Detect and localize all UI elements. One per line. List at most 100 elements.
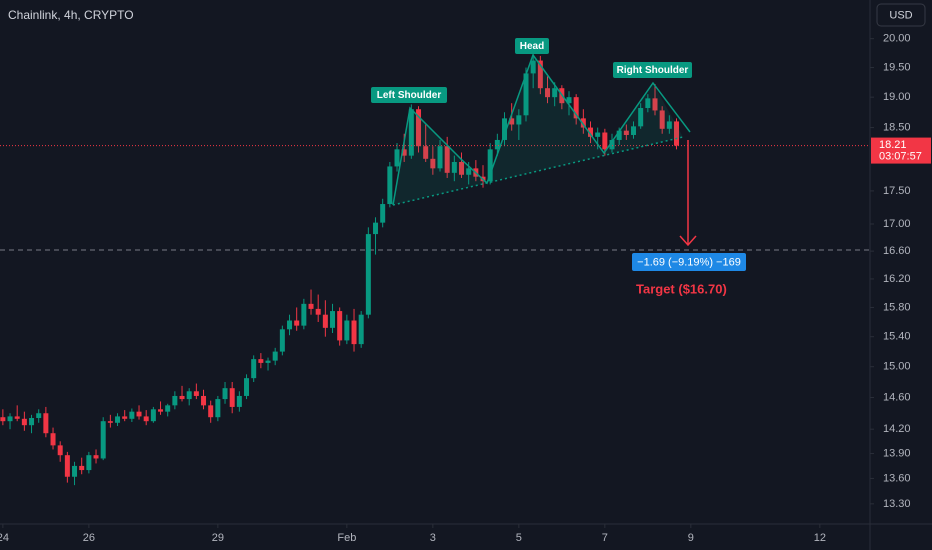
target-label: Target ($16.70) xyxy=(636,281,727,296)
candle-body xyxy=(580,118,586,128)
candle-body xyxy=(251,359,257,379)
currency-button[interactable] xyxy=(876,3,926,27)
candle-body xyxy=(401,149,407,156)
candle-body xyxy=(272,351,278,361)
x-tick-label: 9 xyxy=(688,532,694,544)
y-tick-label: 14.20 xyxy=(883,423,911,435)
candle-body xyxy=(330,311,336,328)
candle-body xyxy=(93,455,99,459)
y-tick-label: 15.40 xyxy=(883,331,911,343)
candle-body xyxy=(315,308,321,315)
candle-body xyxy=(165,405,171,412)
candle-body xyxy=(287,320,293,330)
candle-body xyxy=(0,417,6,422)
annotation-label: Left Shoulder xyxy=(377,90,442,101)
y-tick-label: 16.20 xyxy=(883,273,911,285)
candle-body xyxy=(14,416,20,419)
y-tick-label: 13.60 xyxy=(883,472,911,484)
currency-label[interactable]: USD xyxy=(889,9,912,21)
candle-body xyxy=(380,204,386,223)
measure-label: −1.69 (−9.19%) −169 xyxy=(637,256,741,268)
y-tick-label: 13.90 xyxy=(883,447,911,459)
x-tick-label: 7 xyxy=(602,532,608,544)
plot-area xyxy=(0,53,870,486)
y-tick-label: 17.50 xyxy=(883,185,911,197)
candle-body xyxy=(659,110,665,129)
x-tick-label: 3 xyxy=(430,532,436,544)
candle-body xyxy=(602,132,608,150)
y-tick-label: 20.00 xyxy=(883,33,911,45)
candle-body xyxy=(50,433,56,446)
candle-body xyxy=(143,416,149,422)
candle-body xyxy=(466,168,472,175)
candle-body xyxy=(437,146,443,169)
y-tick-label: 15.00 xyxy=(883,361,911,373)
candle-body xyxy=(265,360,271,363)
y-tick-label: 13.30 xyxy=(883,498,911,510)
candle-body xyxy=(172,395,178,406)
candle-body xyxy=(430,158,436,169)
candle-body xyxy=(674,121,680,146)
measure-box xyxy=(632,253,746,271)
candle-body xyxy=(122,416,128,419)
candle-body xyxy=(344,320,350,341)
candle-body xyxy=(179,395,185,400)
candle-body xyxy=(631,126,637,135)
candle-body xyxy=(573,97,579,119)
candle-body xyxy=(408,109,414,156)
candle-body xyxy=(86,455,92,471)
target-arrow-head xyxy=(679,235,697,247)
pattern-fill xyxy=(393,55,683,205)
candle-body xyxy=(158,409,164,412)
last-price-box xyxy=(871,137,931,164)
candle-body xyxy=(301,303,307,326)
candle-body xyxy=(43,413,49,434)
y-tick-label: 19.00 xyxy=(883,91,911,103)
candle-body xyxy=(552,88,558,98)
candle-body xyxy=(21,418,27,426)
y-tick-label: 14.60 xyxy=(883,391,911,403)
y-tick-label: 15.80 xyxy=(883,301,911,313)
x-tick-label: 12 xyxy=(814,532,826,544)
candle-body xyxy=(7,416,13,422)
annotation-box xyxy=(613,62,692,78)
x-tick-label: 26 xyxy=(83,532,95,544)
y-tick-label: 17.00 xyxy=(883,218,911,230)
candle-body xyxy=(322,314,328,328)
candle-body xyxy=(229,388,235,407)
candle-body xyxy=(444,146,450,173)
candle-body xyxy=(652,98,658,111)
candle-body xyxy=(208,405,214,418)
candle-body xyxy=(36,413,42,419)
candle-body xyxy=(638,108,644,127)
candle-body xyxy=(351,320,357,345)
candle-body xyxy=(308,303,314,309)
candle-body xyxy=(337,311,343,341)
candle-body xyxy=(150,409,156,422)
y-tick-label: 18.50 xyxy=(883,121,911,133)
candle-body xyxy=(451,161,457,173)
candle-body xyxy=(423,146,429,159)
pattern-outline xyxy=(392,53,691,206)
candle-body xyxy=(459,161,465,175)
candle-body xyxy=(72,465,78,477)
candle-body xyxy=(186,391,192,400)
candle-body xyxy=(545,88,551,98)
candle-body xyxy=(79,465,85,471)
y-tick-label: 16.60 xyxy=(883,245,911,257)
x-tick-label: Feb xyxy=(337,532,356,544)
candle-body xyxy=(416,109,422,147)
candle-body xyxy=(394,149,400,167)
annotation-box xyxy=(515,38,549,54)
candle-body xyxy=(530,60,536,74)
candle-body xyxy=(129,411,135,419)
candle-body xyxy=(609,139,615,150)
candle-body xyxy=(279,329,285,352)
candle-body xyxy=(136,411,142,417)
candle-body xyxy=(487,149,493,182)
candle-body xyxy=(623,130,629,135)
annotation-box xyxy=(371,87,447,103)
candle-body xyxy=(365,234,371,315)
chart-title: Chainlink, 4h, CRYPTO xyxy=(8,8,134,22)
